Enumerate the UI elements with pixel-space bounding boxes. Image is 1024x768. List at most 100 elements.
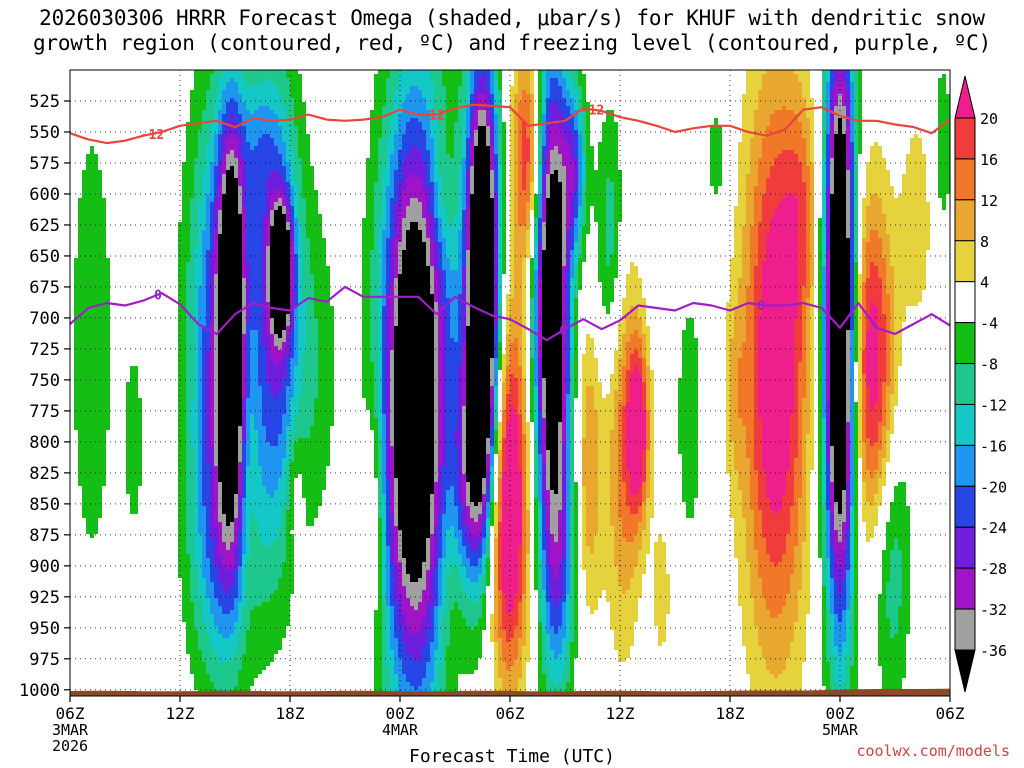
omega-cell: [286, 162, 290, 166]
omega-cell: [826, 114, 830, 118]
omega-cell: [782, 198, 786, 202]
omega-cell: [478, 78, 482, 82]
omega-cell: [386, 70, 390, 74]
omega-cell: [914, 206, 918, 210]
omega-cell: [302, 134, 306, 138]
omega-cell: [234, 74, 238, 78]
omega-cell: [794, 78, 798, 82]
omega-cell: [538, 218, 542, 222]
omega-cell: [450, 202, 454, 206]
omega-cell: [590, 182, 594, 186]
omega-cell: [510, 194, 514, 198]
omega-cell: [230, 150, 234, 154]
omega-cell: [470, 150, 474, 154]
omega-cell: [206, 162, 210, 166]
omega-cell: [546, 94, 550, 98]
omega-cell: [390, 82, 394, 86]
omega-cell: [282, 190, 286, 194]
omega-cell: [826, 190, 830, 194]
omega-cell: [906, 174, 910, 178]
omega-cell: [498, 110, 502, 114]
omega-cell: [194, 194, 198, 198]
omega-cell: [514, 206, 518, 210]
omega-cell: [426, 182, 430, 186]
omega-cell: [274, 70, 278, 74]
omega-cell: [754, 82, 758, 86]
omega-cell: [750, 198, 754, 202]
omega-cell: [454, 82, 458, 86]
omega-cell: [758, 198, 762, 202]
omega-cell: [418, 198, 422, 202]
omega-cell: [578, 86, 582, 90]
omega-cell: [502, 198, 506, 202]
omega-cell: [302, 158, 306, 162]
omega-cell: [198, 134, 202, 138]
omega-cell: [94, 154, 98, 158]
omega-cell: [798, 218, 802, 222]
omega-cell: [938, 118, 942, 122]
omega-cell: [430, 138, 434, 142]
omega-cell: [566, 82, 570, 86]
omega-cell: [482, 122, 486, 126]
omega-cell: [370, 206, 374, 210]
omega-cell: [470, 94, 474, 98]
omega-cell: [538, 82, 542, 86]
omega-cell: [742, 134, 746, 138]
omega-cell: [234, 82, 238, 86]
omega-cell: [222, 186, 226, 190]
omega-cell: [458, 102, 462, 106]
omega-cell: [498, 166, 502, 170]
omega-cell: [410, 206, 414, 210]
omega-cell: [298, 74, 302, 78]
omega-cell: [770, 214, 774, 218]
omega-cell: [570, 126, 574, 130]
omega-cell: [542, 138, 546, 142]
omega-cell: [90, 166, 94, 170]
omega-cell: [770, 166, 774, 170]
omega-cell: [770, 182, 774, 186]
omega-cell: [366, 190, 370, 194]
omega-cell: [830, 178, 834, 182]
omega-cell: [558, 94, 562, 98]
omega-cell: [438, 78, 442, 82]
omega-cell: [590, 198, 594, 202]
omega-cell: [406, 222, 410, 226]
omega-cell: [494, 94, 498, 98]
omega-cell: [610, 170, 614, 174]
omega-cell: [98, 170, 102, 174]
omega-cell: [614, 214, 618, 218]
omega-cell: [190, 186, 194, 190]
omega-cell: [774, 122, 778, 126]
omega-cell: [494, 78, 498, 82]
omega-cell: [614, 210, 618, 214]
omega-cell: [414, 70, 418, 74]
omega-cell: [898, 210, 902, 214]
omega-cell: [250, 110, 254, 114]
omega-cell: [794, 102, 798, 106]
omega-cell: [414, 218, 418, 222]
omega-cell: [598, 194, 602, 198]
omega-cell: [826, 94, 830, 98]
omega-cell: [902, 174, 906, 178]
omega-cell: [198, 74, 202, 78]
omega-cell: [430, 82, 434, 86]
omega-cell: [758, 78, 762, 82]
omega-cell: [514, 86, 518, 90]
omega-cell: [310, 190, 314, 194]
omega-cell: [262, 114, 266, 118]
omega-cell: [750, 78, 754, 82]
omega-cell: [562, 206, 566, 210]
omega-cell: [946, 106, 950, 110]
omega-cell: [554, 86, 558, 90]
omega-cell: [774, 102, 778, 106]
omega-cell: [610, 134, 614, 138]
omega-cell: [850, 206, 854, 210]
omega-cell: [310, 174, 314, 178]
omega-cell: [434, 182, 438, 186]
omega-cell: [294, 122, 298, 126]
omega-cell: [942, 94, 946, 98]
omega-cell: [226, 190, 230, 194]
omega-cell: [802, 154, 806, 158]
omega-cell: [434, 78, 438, 82]
omega-cell: [766, 214, 770, 218]
